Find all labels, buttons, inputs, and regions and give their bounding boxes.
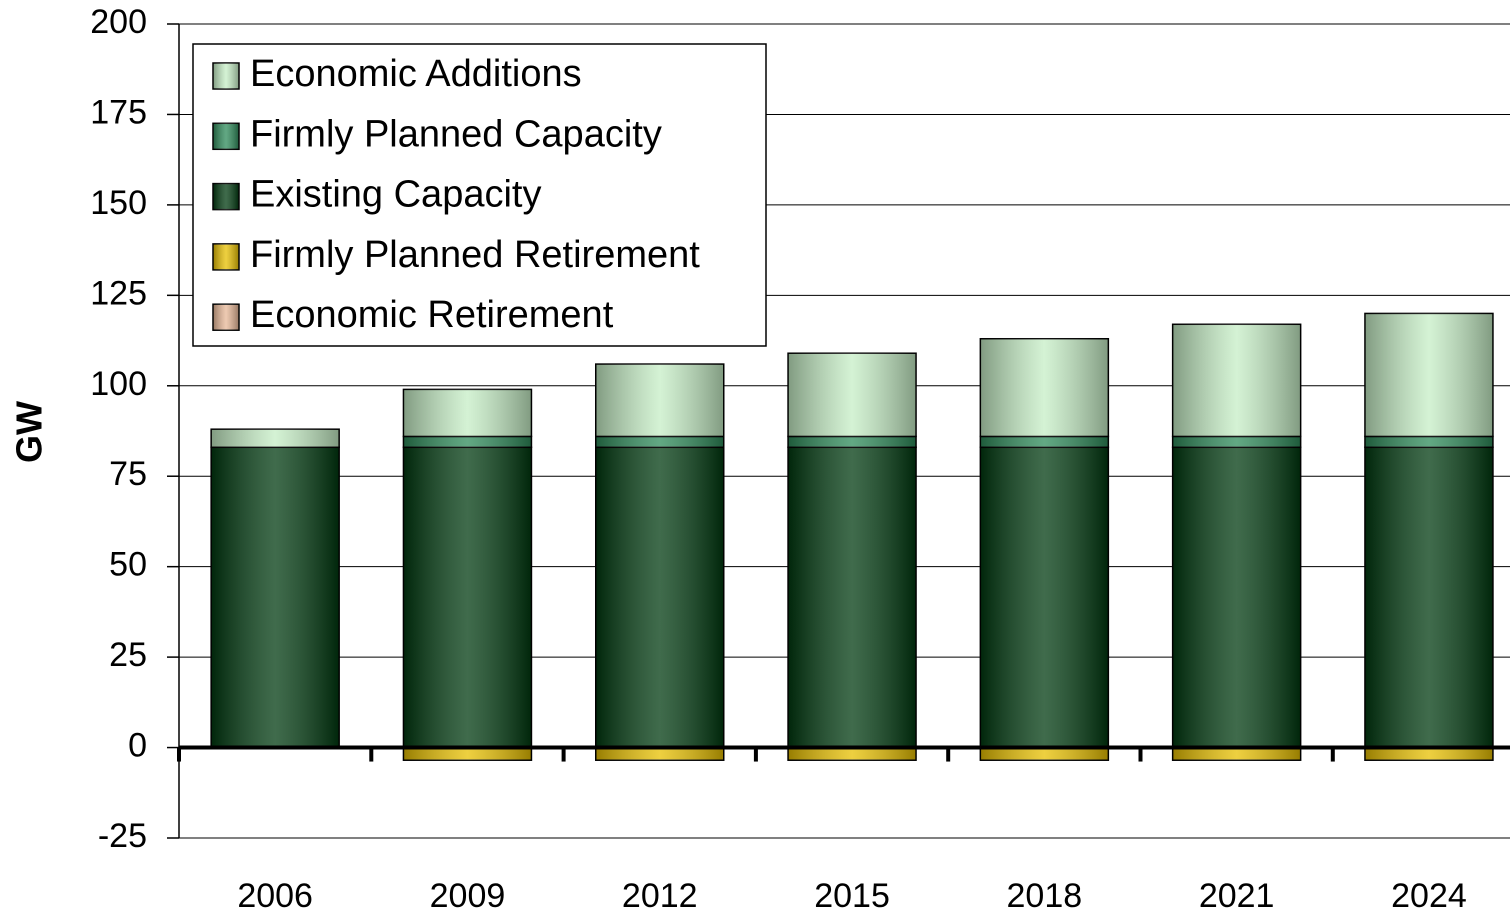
x-tick-label: 2015 (814, 877, 890, 915)
legend: Economic Additions Firmly Planned Capacit… (192, 43, 767, 347)
bar-shade (1172, 436, 1301, 448)
y-tick-label: -25 (98, 817, 147, 855)
bar-shade (595, 747, 724, 761)
bar-shade (788, 436, 917, 448)
x-tick-label: 2006 (237, 877, 313, 915)
bar-shade (788, 353, 917, 437)
bar-shade (1172, 447, 1301, 748)
y-tick-label: 125 (90, 274, 147, 312)
y-tick-label: 100 (90, 365, 147, 403)
y-tick-label: 25 (109, 636, 147, 674)
legend-label: Firmly Planned Capacity (250, 113, 662, 155)
y-tick-label: 175 (90, 93, 147, 131)
axes: -25 0 25 50 75 100 125 150 175 200 2006 2009 2012 201… (90, 3, 1510, 915)
bar-shade (211, 429, 340, 448)
y-tick-label: 50 (109, 546, 147, 584)
bar-shade (980, 747, 1109, 761)
legend-swatch-shade (213, 183, 239, 210)
bar-shade (980, 338, 1109, 437)
x-tick-label: 2021 (1199, 877, 1275, 915)
x-tick-label: 2009 (430, 877, 506, 915)
bar-shade (788, 447, 917, 748)
bar-shade (595, 364, 724, 437)
bar-shade (1364, 313, 1493, 437)
legend-swatch-shade (213, 304, 239, 331)
bar-shade (1172, 747, 1301, 761)
bar-shade (980, 447, 1109, 748)
legend-label: Firmly Planned Retirement (250, 234, 700, 276)
bar-shade (403, 747, 532, 761)
y-axis-label: GW (9, 401, 50, 463)
y-tick-label: 0 (128, 727, 147, 765)
legend-label: Economic Retirement (250, 294, 614, 336)
x-tick-label: 2018 (1007, 877, 1083, 915)
bar-shade (1364, 436, 1493, 448)
y-tick-label: 75 (109, 455, 147, 493)
bar-shade (211, 447, 340, 748)
bar-shade (1364, 747, 1493, 761)
legend-label: Existing Capacity (250, 174, 541, 216)
bars (210, 312, 1494, 761)
bar-shade (403, 389, 532, 437)
x-tick-label: 2012 (622, 877, 698, 915)
legend-box (192, 43, 767, 347)
bar-shade (1172, 324, 1301, 437)
y-tick-label: 150 (90, 184, 147, 222)
bar-shade (595, 436, 724, 448)
y-tick-label: 200 (90, 3, 147, 41)
x-tick-label: 2024 (1391, 877, 1467, 915)
bar-shade (403, 436, 532, 448)
bar-shade (788, 747, 917, 761)
bar-shade (595, 447, 724, 748)
legend-swatch-shade (213, 243, 239, 270)
bar-shade (1364, 447, 1493, 748)
bar-shade (980, 436, 1109, 448)
bar-shade (403, 447, 532, 748)
legend-label: Economic Additions (250, 53, 582, 95)
legend-swatch-shade (213, 63, 239, 89)
legend-swatch-shade (213, 123, 239, 150)
